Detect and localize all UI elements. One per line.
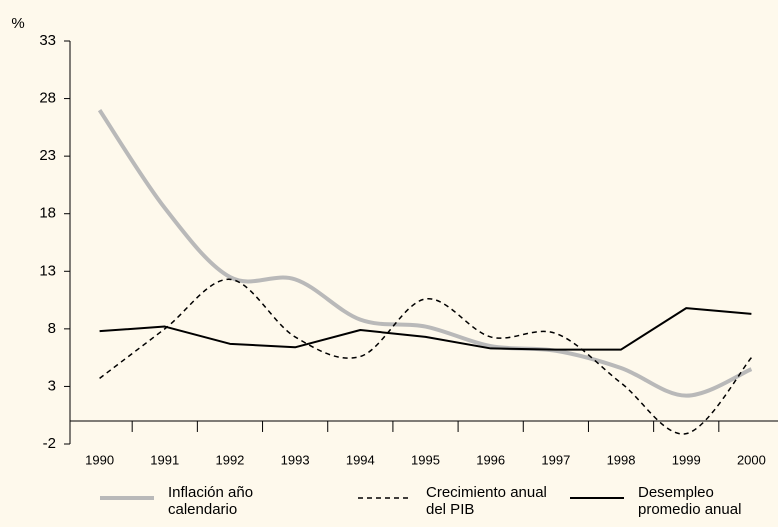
series-line <box>97 108 753 398</box>
series-line <box>99 307 752 351</box>
y-tick-label: 3 <box>48 377 56 394</box>
legend-label: Desempleo promedio anual <box>638 484 742 518</box>
x-tick-label: 1998 <box>607 452 636 467</box>
y-tick-label: 8 <box>48 320 56 337</box>
x-tick-label: 1997 <box>541 452 570 467</box>
x-tick-label: 1999 <box>672 452 701 467</box>
y-tick-label: 28 <box>39 90 56 107</box>
x-tick-label: 1994 <box>346 452 375 467</box>
x-tick-label: 1991 <box>150 452 179 467</box>
series-line <box>99 278 752 435</box>
x-tick-label: 2000 <box>737 452 766 467</box>
x-tick-label: 1992 <box>215 452 244 467</box>
chart: % -2 3 8 13 18 23 28 33 1990 1991 1992 1993 1994 1995… <box>11 15 778 467</box>
legend-label: Inflación año calendario <box>168 484 254 518</box>
x-tick-label: 1990 <box>85 452 114 467</box>
x-tick-label: 1995 <box>411 452 440 467</box>
y-tick-label: -2 <box>43 435 56 452</box>
x-tick-label: 1996 <box>476 452 505 467</box>
legend-swatch <box>358 497 412 499</box>
x-tick-label: 1993 <box>281 452 310 467</box>
legend-swatch <box>570 497 624 499</box>
legend-label: Crecimiento anual del PIB <box>426 484 547 518</box>
y-axis-label: % <box>11 15 24 32</box>
y-tick-label: 23 <box>39 147 56 164</box>
y-tick-label: 18 <box>39 205 56 222</box>
legend-swatch <box>100 496 154 500</box>
y-tick-label: 33 <box>39 32 56 49</box>
y-tick-label: 13 <box>39 262 56 279</box>
